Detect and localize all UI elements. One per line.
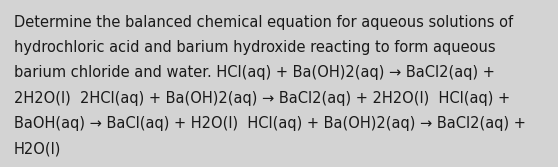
Text: BaOH(aq) → BaCl(aq) + H2O(l)  HCl(aq) + Ba(OH)2(aq) → BaCl2(aq) +: BaOH(aq) → BaCl(aq) + H2O(l) HCl(aq) + B… bbox=[14, 116, 526, 131]
Text: barium chloride and water. HCl(aq) + Ba(OH)2(aq) → BaCl2(aq) +: barium chloride and water. HCl(aq) + Ba(… bbox=[14, 65, 494, 80]
Text: hydrochloric acid and barium hydroxide reacting to form aqueous: hydrochloric acid and barium hydroxide r… bbox=[14, 40, 496, 55]
Text: H2O(l): H2O(l) bbox=[14, 142, 61, 157]
Text: Determine the balanced chemical equation for aqueous solutions of: Determine the balanced chemical equation… bbox=[14, 15, 513, 30]
Text: 2H2O(l)  2HCl(aq) + Ba(OH)2(aq) → BaCl2(aq) + 2H2O(l)  HCl(aq) +: 2H2O(l) 2HCl(aq) + Ba(OH)2(aq) → BaCl2(a… bbox=[14, 91, 510, 106]
